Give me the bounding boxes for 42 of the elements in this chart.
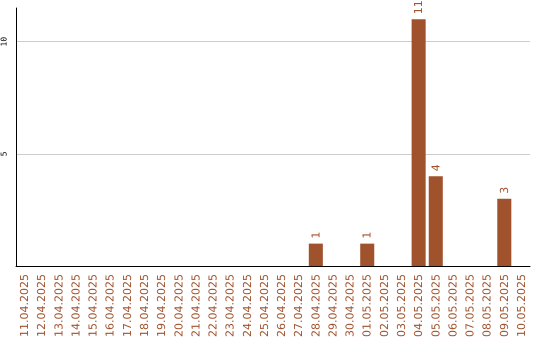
x-tick-label: 13.04.2025 <box>52 274 66 338</box>
x-tick-label: 15.04.2025 <box>86 274 100 338</box>
x-tick-label: 19.04.2025 <box>155 274 168 338</box>
x-tick-label: 27.04.2025 <box>292 274 306 338</box>
x-tick-label: 02.05.2025 <box>378 274 391 338</box>
x-tick-label: 28.04.2025 <box>309 274 322 338</box>
y-tick-label: 5 <box>0 151 8 156</box>
x-tick-label: 21.04.2025 <box>189 274 202 338</box>
x-tick-label: 29.04.2025 <box>326 274 340 338</box>
bar <box>308 244 323 266</box>
bar <box>497 198 512 266</box>
x-tick-label: 14.04.2025 <box>69 274 82 338</box>
x-tick-label: 07.05.2025 <box>464 274 477 338</box>
x-tick-label: 17.04.2025 <box>120 274 134 338</box>
x-tick-label: 06.05.2025 <box>446 274 460 338</box>
x-tick-label: 23.04.2025 <box>224 274 237 338</box>
data-label: 4 <box>429 164 442 172</box>
x-tick-label: 11.04.2025 <box>18 274 32 338</box>
bar <box>412 19 426 266</box>
x-tick-label: 08.05.2025 <box>480 274 494 338</box>
x-tick-label: 12.04.2025 <box>35 274 48 338</box>
x-tick-label: 22.04.2025 <box>206 274 220 338</box>
bar <box>428 176 443 266</box>
x-tick-label: 05.05.2025 <box>429 274 442 338</box>
y-tick-label: 10 <box>0 36 8 46</box>
x-tick-label: 01.05.2025 <box>360 274 374 338</box>
x-tick-label: 26.04.2025 <box>275 274 288 338</box>
x-tick-label: 30.04.2025 <box>344 274 357 338</box>
data-label: 1 <box>309 232 322 239</box>
x-tick-label: 25.04.2025 <box>258 274 271 338</box>
data-label: 11 <box>412 0 426 14</box>
x-tick-label: 16.04.2025 <box>104 274 117 338</box>
x-tick-label: 09.05.2025 <box>498 274 511 338</box>
x-tick-label: 24.04.2025 <box>240 274 254 338</box>
data-label: 1 <box>360 232 374 239</box>
bar <box>360 244 374 266</box>
x-tick-label: 18.04.2025 <box>138 274 151 338</box>
data-label: 3 <box>498 186 511 194</box>
x-tick-label: 10.05.2025 <box>514 274 528 338</box>
x-tick-label: 20.04.2025 <box>172 274 186 338</box>
x-tick-label: 03.05.2025 <box>395 274 408 338</box>
x-tick-label: 04.05.2025 <box>412 274 426 338</box>
